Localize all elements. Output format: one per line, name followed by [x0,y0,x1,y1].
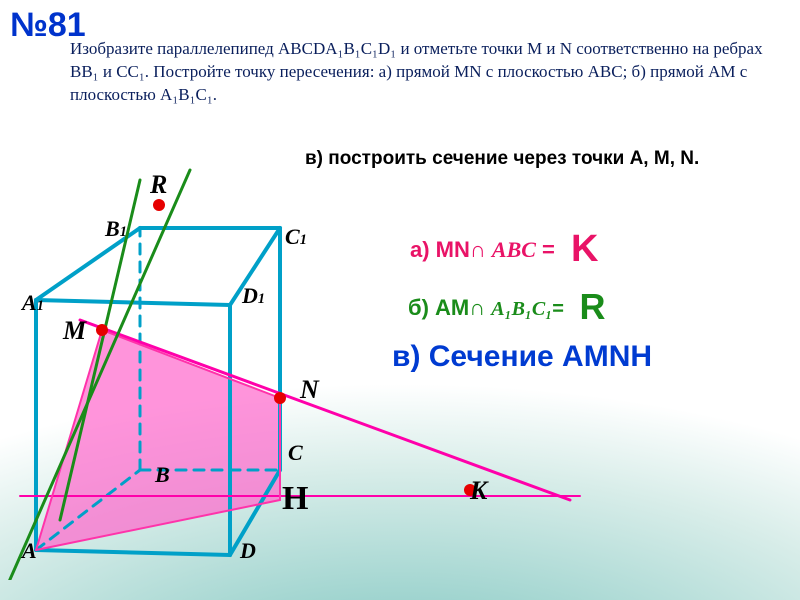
label-C1: C1 [285,224,307,250]
label-R: R [150,170,167,200]
ans-a-result: K [571,228,598,270]
label-H: H [282,480,308,518]
label-D1: D1 [242,283,265,309]
answer-a: а) MN∩ ABC = K [410,224,598,267]
ans-a-prefix: а) MN∩ [410,237,492,262]
ans-b-prefix: б) AM∩ [408,295,491,320]
label-A: A [22,538,37,564]
ans-a-eq: = [536,237,561,262]
problem-statement: Изобразите параллелепипед ABCDA₁B₁C₁D₁ и… [70,38,780,107]
label-D: D [240,538,256,564]
label-M: M [63,316,86,346]
ans-b-set: A₁B₁C₁ [491,298,552,320]
label-B1: B1 [105,216,127,242]
answer-b: б) AM∩ A₁B₁C₁= R [408,282,605,324]
label-A1: A1 [22,290,44,316]
ans-b-eq: = [552,298,569,320]
label-B: B [155,462,170,488]
ans-b-result: R [579,286,605,327]
label-C: C [288,440,303,466]
ans-a-set: ABC [492,237,536,262]
task-c-text: в) построить сечение через точки A, M, N… [305,148,699,170]
answer-c: в) Сечение AMNH [392,340,652,374]
label-N: N [300,375,319,405]
label-K: K [470,476,487,506]
